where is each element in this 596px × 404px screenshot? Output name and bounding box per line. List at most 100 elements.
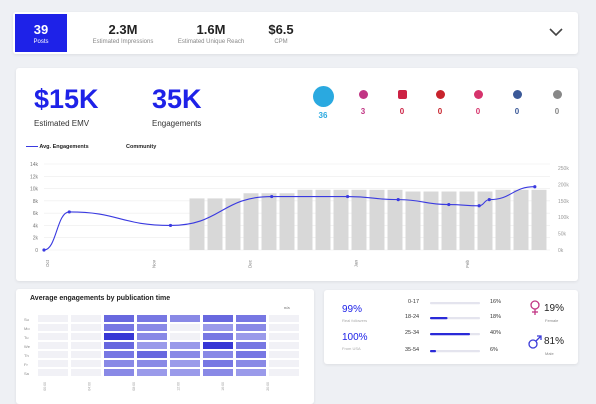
social-pinterest[interactable]: 0 [430,90,450,116]
age-bar-track [430,302,480,305]
heatmap-col-label: 08:00 [132,382,136,391]
heatmap-cell [170,342,200,349]
posts-stat[interactable]: 39 Posts [15,14,67,52]
heatmap-cell [203,333,233,340]
y2-tick-label: 0k [558,248,564,254]
y2-tick-label: 100k [558,215,569,221]
heatmap-cell [104,369,134,376]
heatmap-row-label: Th [24,353,29,358]
avg-engagements-point [168,223,173,228]
age-label: 25-34 [405,330,420,336]
y-tick-label: 14k [30,162,39,168]
heatmap-cell [104,342,134,349]
legend-avg-engagements-label: Avg. Engagements [39,144,89,150]
overview-panel: $15K Estimated EMV 35K Engagements 36 3 … [16,68,578,281]
social-other[interactable]: 0 [547,90,567,116]
social-youtube[interactable]: 0 [392,90,412,116]
y-tick-label: 4k [33,223,39,229]
community-bar [495,189,511,250]
heatmap-cell [236,369,266,376]
heatmap-cell [38,369,68,376]
heatmap-cell [137,360,167,367]
community-bar [423,191,439,250]
social-instagram[interactable]: 3 [353,90,373,116]
legend-community-label: Community [126,144,157,150]
age-bar-track [430,350,480,353]
instagram-count: 3 [360,107,366,116]
legend-avg-engagements[interactable]: Avg. Engagements [26,144,89,150]
age-bar-fill [430,350,436,353]
heatmap-cell [203,342,233,349]
community-bar [315,189,331,250]
y-tick-label: 0 [35,248,38,254]
x-tick-label: Nov [151,259,156,268]
community-bar [225,198,241,250]
heatmap-cell [170,369,200,376]
heatmap-cell [137,333,167,340]
engagements-value: 35K [152,84,202,114]
y-tick-label: 8k [33,199,39,205]
community-bar [387,189,403,250]
other-count: 0 [554,107,560,116]
community-bar [279,193,295,250]
facebook-count: 0 [514,107,520,116]
y-tick-label: 12k [30,174,39,180]
age-bars [430,302,480,353]
avg-engagements-point [67,210,71,214]
heatmap-cell [71,342,101,349]
heatmap-row-label: Sa [24,371,30,376]
heatmap-row-label: Su [24,317,29,322]
impressions-value: 2.3M [108,22,138,37]
age-label: 35-54 [405,347,420,353]
community-bar [459,191,475,250]
age-percent: 40% [490,330,502,336]
heatmap-cell [71,333,101,340]
heatmap-cell [38,342,68,349]
heatmap-panel: Average engagements by publication time … [16,289,314,404]
engagement-chart: 14k 12k 10k 8k 6k 4k 2k 0 250k 200k 150k 100k 50k 0k O… [30,162,569,268]
avg-engagements-point [477,204,481,208]
twitter-icon [313,86,334,107]
social-facebook[interactable]: 0 [507,90,527,116]
chevron-down-icon[interactable] [548,24,564,40]
heatmap-row-label: Fr [24,362,28,367]
male-icon [528,335,542,349]
community-bar [261,193,277,250]
heatmap-cell [269,360,299,367]
heatmap-row-label: We [24,344,31,349]
female-icon [530,300,540,315]
heatmap-cell [203,315,233,322]
heatmap-cell [170,324,200,331]
heatmap-col-label: 16:00 [221,382,225,391]
from-usa-value: 100% [342,332,368,343]
age-percent: 6% [490,347,498,353]
heatmap-cell [38,324,68,331]
heatmap-cell [38,360,68,367]
community-bar [351,189,367,250]
real-followers-label: Real followers [342,318,368,323]
heatmap-cell [236,342,266,349]
from-usa-label: From USA [342,346,361,351]
heatmap-cell [137,369,167,376]
heatmap-cell [236,315,266,322]
age-label: 0-17 [408,299,420,305]
y2-tick-label: 50k [558,232,567,238]
cpm-stat: $6.5 CPM [261,12,301,54]
legend-community[interactable]: Community [126,144,156,150]
emv-value: $15K [34,84,99,114]
female-label: Female [545,318,559,323]
female-value: 19% [544,303,565,314]
heatmap-cell [104,315,134,322]
social-twitter[interactable]: 36 [313,86,334,120]
community-bar [441,191,457,250]
avg-engagements-point [346,194,350,199]
heatmap-cell [137,351,167,358]
community-bar [189,198,205,250]
community-bar [477,191,493,250]
avg-engagements-point [487,198,491,202]
heatmap-cell [104,351,134,358]
social-instagram-story[interactable]: 0 [468,90,488,116]
male-label: Male [545,351,554,356]
y2-tick-label: 250k [558,166,569,172]
reach-label: Estimated Unique Reach [177,39,245,45]
